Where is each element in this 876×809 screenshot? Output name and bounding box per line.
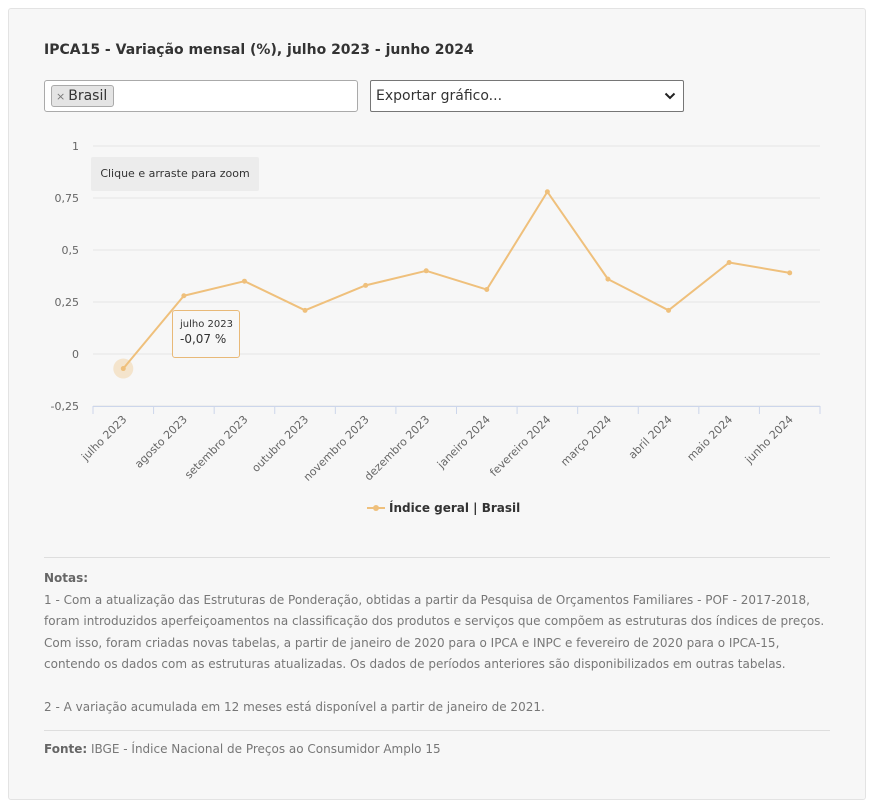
data-point: [666, 307, 672, 313]
x-tick-label: abril 2024: [626, 413, 675, 462]
y-tick-label: 0,25: [55, 296, 80, 309]
legend-item[interactable]: Índice geral | Brasil: [367, 499, 520, 517]
selected-location-label: Brasil: [68, 88, 108, 104]
chevron-down-icon: [664, 92, 676, 100]
chart-title: IPCA15 - Variação mensal (%), julho 2023…: [44, 42, 474, 58]
data-point: [302, 307, 308, 313]
notes-section: Notas: 1 - Com a atualização das Estrutu…: [44, 568, 834, 718]
note-2: 2 - A variação acumulada em 12 meses est…: [44, 699, 545, 714]
zoom-hint[interactable]: Clique e arraste para zoom: [91, 157, 259, 191]
y-tick-label: 1: [72, 140, 79, 153]
source-text: IBGE - Índice Nacional de Preços ao Cons…: [91, 742, 441, 756]
legend-label: Índice geral | Brasil: [389, 501, 521, 515]
x-tick-label: março 2024: [558, 413, 614, 469]
location-select-input[interactable]: × Brasil: [44, 80, 358, 112]
y-axis: 1 0,75 0,5 0,25 0 -0,25: [51, 140, 79, 413]
remove-tag-icon[interactable]: ×: [56, 90, 66, 103]
data-point: [423, 268, 429, 274]
tooltip-label: julho 2023: [180, 319, 233, 330]
data-point: [181, 293, 187, 299]
chart-panel: [8, 8, 866, 800]
note-1: 1 - Com a atualização das Estruturas de …: [44, 592, 825, 672]
tooltip-value: -0,07 %: [180, 332, 227, 346]
y-tick-label: 0,75: [55, 192, 80, 205]
data-point: [605, 276, 611, 282]
x-tick-label: novembro 2023: [301, 413, 372, 484]
x-tick-label: outubro 2023: [249, 413, 311, 475]
data-point: [120, 366, 126, 372]
data-point: [484, 287, 490, 293]
x-tick-label: fevereiro 2024: [487, 413, 553, 479]
x-tick-label: dezembro 2023: [362, 413, 432, 483]
y-tick-label: 0,5: [62, 244, 80, 257]
x-tick-label: maio 2024: [685, 413, 736, 464]
x-tick-label: setembro 2023: [182, 413, 250, 481]
chart-tooltip: julho 2023 -0,07 %: [172, 310, 240, 358]
data-point: [241, 278, 247, 284]
series-path: [122, 190, 790, 370]
data-point: [726, 259, 732, 265]
x-tick-label: agosto 2023: [132, 413, 190, 471]
y-tick-label: 0: [72, 348, 79, 361]
notes-heading: Notas:: [44, 571, 89, 585]
x-tick-label: janeiro 2024: [434, 413, 493, 472]
export-chart-select[interactable]: Exportar gráfico...: [370, 80, 684, 112]
x-tick-label: julho 2023: [78, 413, 129, 464]
y-tick-label: -0,25: [51, 400, 79, 413]
selected-location-tag: × Brasil: [51, 85, 115, 107]
data-point: [787, 270, 793, 276]
divider: [44, 557, 830, 558]
data-point: [544, 189, 550, 195]
x-tick-label: junho 2024: [742, 413, 796, 467]
source-line: Fonte: IBGE - Índice Nacional de Preços …: [44, 740, 441, 758]
series-line: [113, 189, 793, 379]
divider: [44, 730, 830, 731]
export-select-label: Exportar gráfico...: [376, 88, 503, 104]
data-point: [363, 282, 369, 288]
source-label: Fonte:: [44, 742, 88, 756]
legend-symbol: [367, 499, 385, 517]
